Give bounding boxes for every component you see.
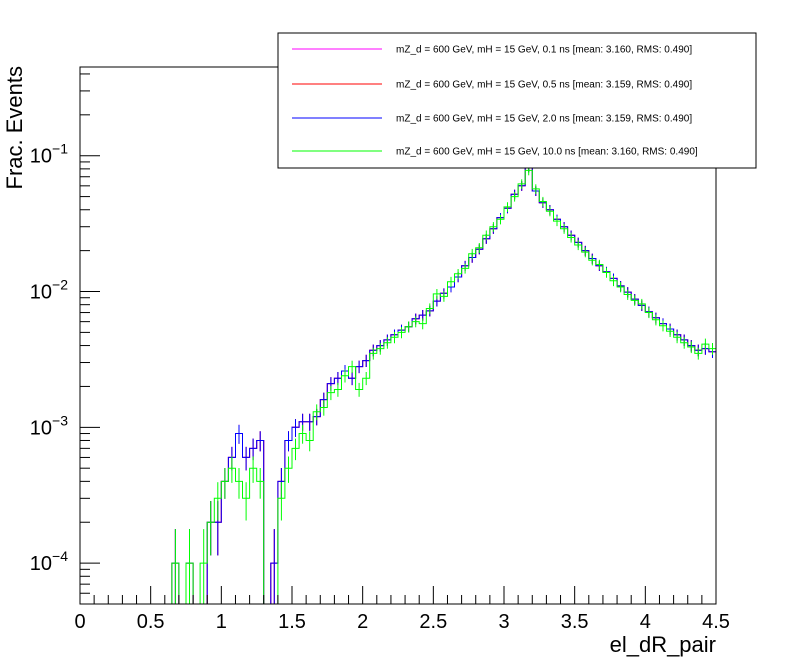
x-tick-label: 4.5 <box>702 611 730 633</box>
legend-entry-3: mZ_d = 600 GeV, mH = 15 GeV, 10.0 ns [me… <box>396 147 698 158</box>
x-axis-label: el_dR_pair <box>610 632 716 657</box>
x-tick-label: 0 <box>74 611 85 633</box>
x-tick-label: 4 <box>640 611 651 633</box>
legend: mZ_d = 600 GeV, mH = 15 GeV, 0.1 ns [mea… <box>277 32 757 169</box>
y-tick-label-exponent: −3 <box>52 412 68 428</box>
y-tick-label: 10−1 <box>30 141 68 168</box>
y-tick-label-exponent: −1 <box>52 141 68 157</box>
y-tick-label: 10−4 <box>30 548 68 575</box>
y-tick-label-base: 10 <box>30 282 52 304</box>
y-tick-label-exponent: −2 <box>52 277 68 293</box>
x-tick-label: 3 <box>498 611 509 633</box>
y-tick-label-base: 10 <box>30 146 52 168</box>
x-tick-label: 1 <box>216 611 227 633</box>
series-layer <box>80 162 716 605</box>
series-3-line <box>80 169 716 605</box>
y-tick-label-base: 10 <box>30 553 52 575</box>
series-3 <box>80 165 716 605</box>
x-tick-label: 3.5 <box>561 611 589 633</box>
axis-layer: 0 0.5 1 1.5 2 2.5 3 3.5 4 4.510−410−310−210−1 <box>30 73 730 633</box>
y-tick-label: 10−2 <box>30 277 68 304</box>
x-tick-label: 2.5 <box>419 611 447 633</box>
y-tick-label-exponent: −4 <box>52 548 68 564</box>
x-tick-label: 2 <box>357 611 368 633</box>
y-tick-label-base: 10 <box>30 417 52 439</box>
legend-box <box>277 32 757 169</box>
x-tick-label: 1.5 <box>278 611 306 633</box>
legend-entry-0: mZ_d = 600 GeV, mH = 15 GeV, 0.1 ns [mea… <box>396 45 692 56</box>
legend-entry-1: mZ_d = 600 GeV, mH = 15 GeV, 0.5 ns [mea… <box>396 80 692 91</box>
x-tick-label: 0.5 <box>137 611 165 633</box>
y-tick-label: 10−3 <box>30 412 68 439</box>
legend-entry-2: mZ_d = 600 GeV, mH = 15 GeV, 2.0 ns [mea… <box>396 114 692 125</box>
y-axis-label: Frac. Events <box>2 66 27 189</box>
